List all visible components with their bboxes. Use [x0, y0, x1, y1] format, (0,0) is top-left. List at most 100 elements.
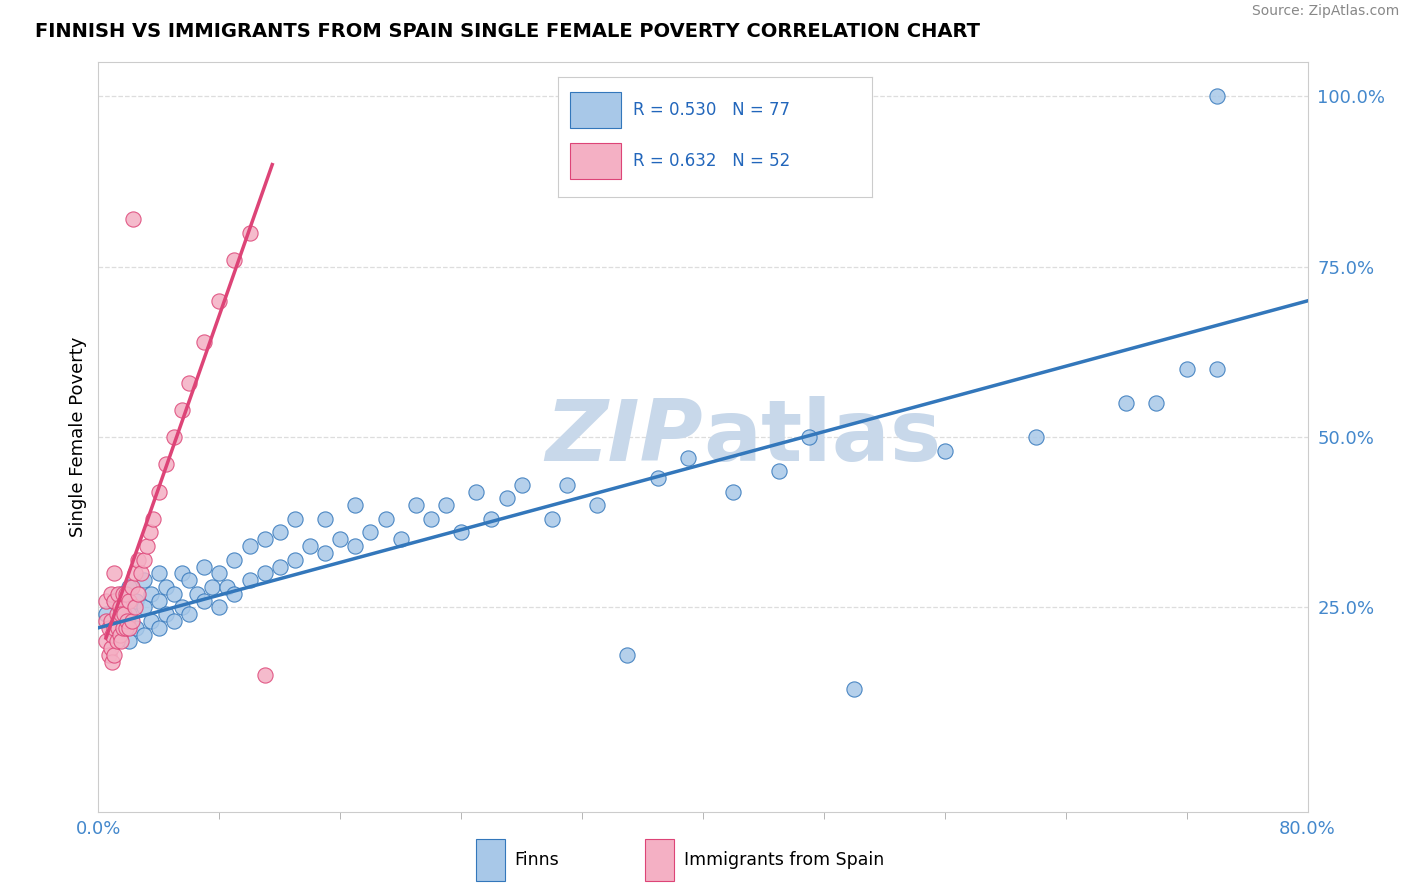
Point [540, 512, 562, 526]
Point [118, 634, 141, 648]
Point [132, 552, 155, 566]
Point [118, 607, 141, 622]
Point [139, 525, 162, 540]
Text: ZIP: ZIP [546, 395, 703, 479]
Text: FINNISH VS IMMIGRANTS FROM SPAIN SINGLE FEMALE POVERTY CORRELATION CHART: FINNISH VS IMMIGRANTS FROM SPAIN SINGLE … [35, 22, 980, 41]
Point [481, 512, 503, 526]
Point [155, 458, 177, 472]
Point [193, 559, 215, 574]
Point [224, 252, 246, 267]
Point [100, 614, 122, 628]
Point [107, 621, 129, 635]
Point [118, 621, 141, 635]
Point [121, 614, 143, 628]
Point [170, 566, 193, 581]
Point [844, 682, 866, 697]
Point [344, 498, 367, 512]
Point [586, 498, 609, 512]
Point [253, 668, 276, 682]
Point [1115, 396, 1137, 410]
Point [110, 614, 132, 628]
Point [110, 607, 132, 622]
Point [215, 580, 238, 594]
Point [284, 512, 307, 526]
Point [1144, 396, 1167, 410]
Point [768, 464, 790, 478]
Point [127, 587, 149, 601]
Point [105, 634, 128, 648]
Point [105, 607, 128, 622]
Point [269, 525, 291, 540]
Point [170, 402, 193, 417]
Point [108, 600, 131, 615]
Point [224, 587, 246, 601]
Point [103, 648, 125, 662]
Point [676, 450, 699, 465]
Point [314, 512, 336, 526]
Point [208, 566, 231, 581]
Point [1206, 89, 1229, 103]
Point [101, 655, 124, 669]
Point [465, 484, 488, 499]
Point [170, 600, 193, 615]
Point [239, 226, 262, 240]
Point [208, 293, 231, 308]
Point [132, 627, 155, 641]
Point [329, 533, 352, 547]
Point [344, 539, 367, 553]
Point [101, 627, 124, 641]
Point [253, 533, 276, 547]
Point [118, 593, 141, 607]
Point [111, 621, 134, 635]
Point [135, 539, 157, 553]
Point [1175, 362, 1198, 376]
Point [112, 607, 135, 622]
Point [94, 634, 117, 648]
Point [103, 566, 125, 581]
Point [253, 566, 276, 581]
Point [239, 539, 262, 553]
Point [389, 533, 412, 547]
Point [495, 491, 517, 506]
Point [647, 471, 669, 485]
Point [148, 621, 170, 635]
Point [121, 580, 143, 594]
Point [360, 525, 382, 540]
Point [103, 621, 125, 635]
Point [1206, 362, 1229, 376]
Point [115, 614, 138, 628]
Text: atlas: atlas [703, 395, 941, 479]
Point [125, 593, 148, 607]
Point [94, 607, 117, 622]
Point [107, 587, 129, 601]
Point [100, 641, 122, 656]
Point [132, 573, 155, 587]
Point [163, 430, 186, 444]
Point [797, 430, 820, 444]
Point [314, 546, 336, 560]
Point [179, 376, 201, 390]
Point [94, 614, 117, 628]
Point [124, 566, 146, 581]
Text: Source: ZipAtlas.com: Source: ZipAtlas.com [1251, 4, 1399, 19]
Point [103, 593, 125, 607]
Point [103, 621, 125, 635]
Point [103, 593, 125, 607]
Point [100, 587, 122, 601]
Point [510, 477, 533, 491]
Point [201, 580, 224, 594]
Y-axis label: Single Female Poverty: Single Female Poverty [69, 337, 87, 537]
Point [110, 634, 132, 648]
Point [141, 587, 163, 601]
Point [110, 587, 132, 601]
Point [186, 587, 208, 601]
Point [555, 477, 578, 491]
Point [122, 212, 145, 227]
Point [193, 334, 215, 349]
Point [142, 512, 165, 526]
Point [284, 552, 307, 566]
Point [239, 573, 262, 587]
Point [208, 600, 231, 615]
Point [163, 587, 186, 601]
Point [111, 587, 134, 601]
